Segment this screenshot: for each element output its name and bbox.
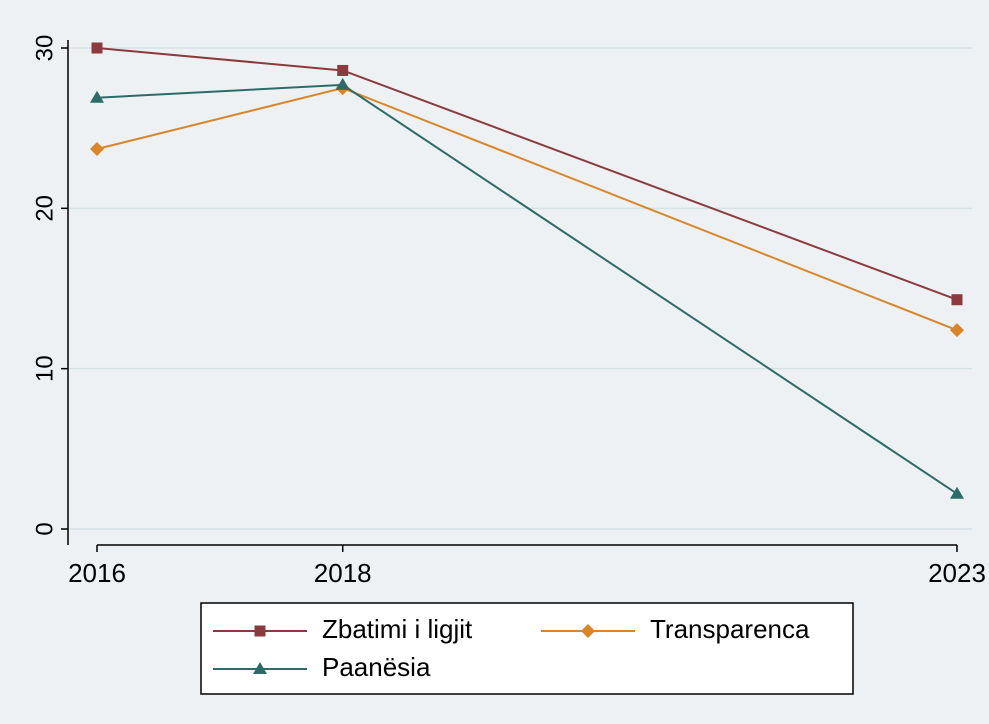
x-tick-label: 2018 [314, 558, 372, 588]
legend-label: Zbatimi i ligjit [322, 614, 473, 644]
point [90, 90, 104, 103]
point [950, 323, 964, 338]
point [91, 42, 103, 54]
legend-label: Paanësia [322, 652, 431, 682]
y-tick-label: 10 [31, 355, 58, 382]
point [90, 142, 104, 157]
legend-box [200, 602, 854, 695]
x-tick-label: 2016 [68, 558, 126, 588]
point [950, 486, 964, 499]
point [335, 77, 350, 90]
x-tick-label: 2023 [928, 558, 986, 588]
y-tick-label: 0 [31, 522, 58, 535]
point [951, 294, 963, 306]
legend-marker [253, 662, 267, 674]
legend-marker [254, 625, 266, 637]
point [337, 64, 349, 76]
legend-marker [581, 624, 595, 638]
y-tick-label: 30 [31, 35, 58, 62]
y-tick-label: 20 [31, 195, 58, 222]
legend-label: Transparenca [650, 614, 810, 644]
